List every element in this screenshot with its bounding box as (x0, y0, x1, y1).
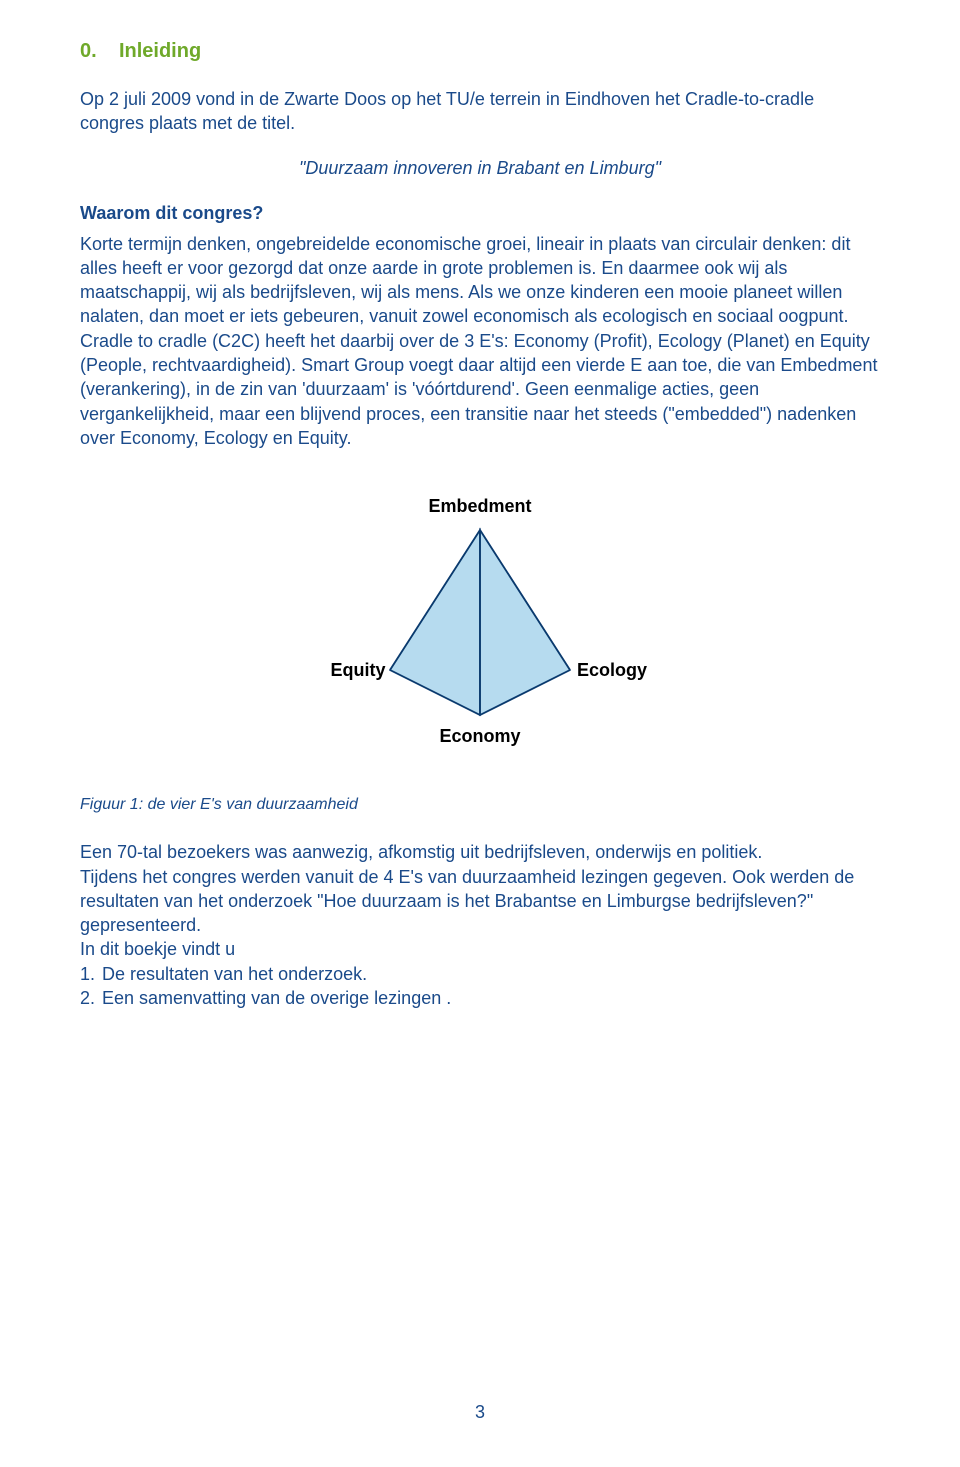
list-num: 2. (80, 986, 95, 1010)
tetra-face-right (480, 530, 570, 715)
closing-p1: Een 70-tal bezoekers was aanwezig, afkom… (80, 840, 880, 864)
tetra-label-right: Ecology (577, 660, 647, 680)
list-item: 1. De resultaten van het onderzoek. (80, 962, 880, 986)
heading-title: Inleiding (119, 40, 201, 62)
tetra-label-left: Equity (330, 660, 385, 680)
intro-paragraph: Op 2 juli 2009 vond in de Zwarte Doos op… (80, 87, 880, 136)
quote-title: "Duurzaam innoveren in Brabant en Limbur… (80, 158, 880, 179)
list-text: Een samenvatting van de overige lezingen… (102, 988, 451, 1008)
figure-caption: Figuur 1: de vier E's van duurzaamheid (80, 796, 880, 814)
list-num: 1. (80, 962, 95, 986)
closing-list: 1. De resultaten van het onderzoek. 2. E… (80, 962, 880, 1011)
tetra-label-top: Embedment (428, 496, 531, 516)
document-page: 0. Inleiding Op 2 juli 2009 vond in de Z… (80, 40, 880, 1447)
section-heading: 0. Inleiding (80, 40, 880, 63)
list-item: 2. Een samenvatting van de overige lezin… (80, 986, 880, 1010)
closing-p2: Tijdens het congres werden vanuit de 4 E… (80, 865, 880, 938)
subheading: Waarom dit congres? (80, 203, 880, 224)
heading-number: 0. (80, 40, 97, 62)
closing-p3: In dit boekje vindt u (80, 937, 880, 961)
tetrahedron-diagram: Embedment Equity Ecology Economy (80, 480, 880, 760)
page-number: 3 (80, 1402, 880, 1423)
list-text: De resultaten van het onderzoek. (102, 964, 367, 984)
tetrahedron-svg: Embedment Equity Ecology Economy (300, 480, 660, 760)
tetra-face-left (390, 530, 480, 715)
body-paragraph: Korte termijn denken, ongebreidelde econ… (80, 232, 880, 451)
tetra-label-bottom: Economy (439, 726, 520, 746)
